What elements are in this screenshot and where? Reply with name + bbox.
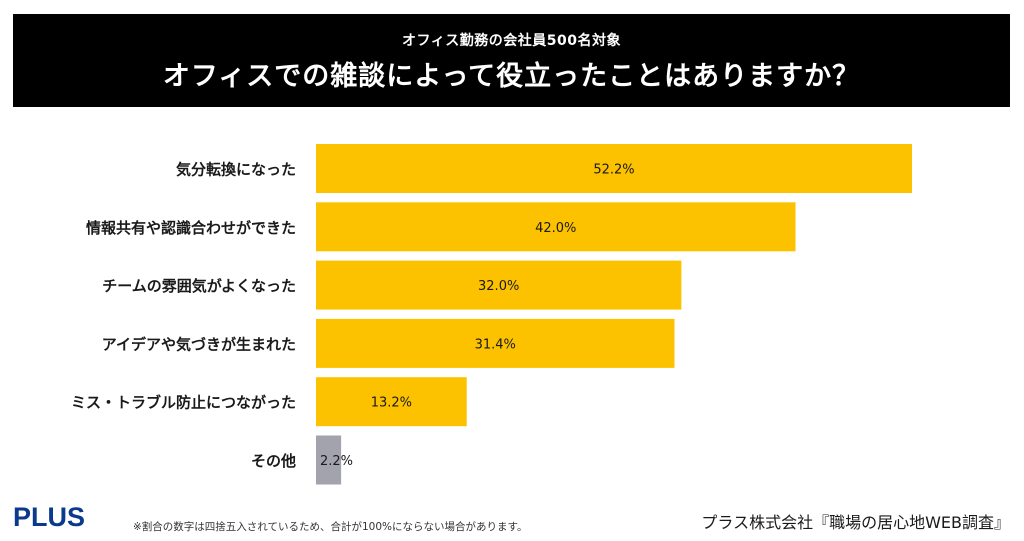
chart-title: オフィスでの雑談によって役立ったことはありますか？ xyxy=(162,61,861,92)
category-label: 気分転換になった xyxy=(176,161,296,179)
bar xyxy=(316,144,912,193)
header-banner: オフィス勤務の会社員500名対象 オフィスでの雑談によって役立ったことはあります… xyxy=(13,14,1010,107)
value-label: 32.0% xyxy=(478,279,519,294)
bar xyxy=(316,318,675,368)
bar xyxy=(316,377,467,427)
category-label: アイデアや気づきが生まれた xyxy=(102,335,296,353)
value-label: 52.2% xyxy=(593,163,634,178)
bar xyxy=(316,435,342,485)
source-credit: プラス株式会社『職場の居心地WEB調査』 xyxy=(701,513,1010,532)
category-label: その他 xyxy=(251,452,296,470)
value-label: 31.4% xyxy=(475,337,516,352)
value-label: 13.2% xyxy=(371,396,412,411)
category-label: 情報共有や認識合わせができた xyxy=(86,219,296,237)
bar xyxy=(316,260,682,310)
chart-subtitle: オフィス勤務の会社員500名対象 xyxy=(402,33,621,49)
footnote: ※割合の数字は四捨五入されているため、合計が100%にならない場合があります。 xyxy=(133,521,528,533)
value-label: 42.0% xyxy=(535,221,576,236)
value-label: 2.2% xyxy=(320,454,353,469)
category-label: チームの雰囲気がよくなった xyxy=(102,277,296,295)
category-label: ミス・トラブル防止につながった xyxy=(71,394,296,412)
bar xyxy=(316,202,796,252)
plus-logo: PLUS xyxy=(13,502,86,532)
